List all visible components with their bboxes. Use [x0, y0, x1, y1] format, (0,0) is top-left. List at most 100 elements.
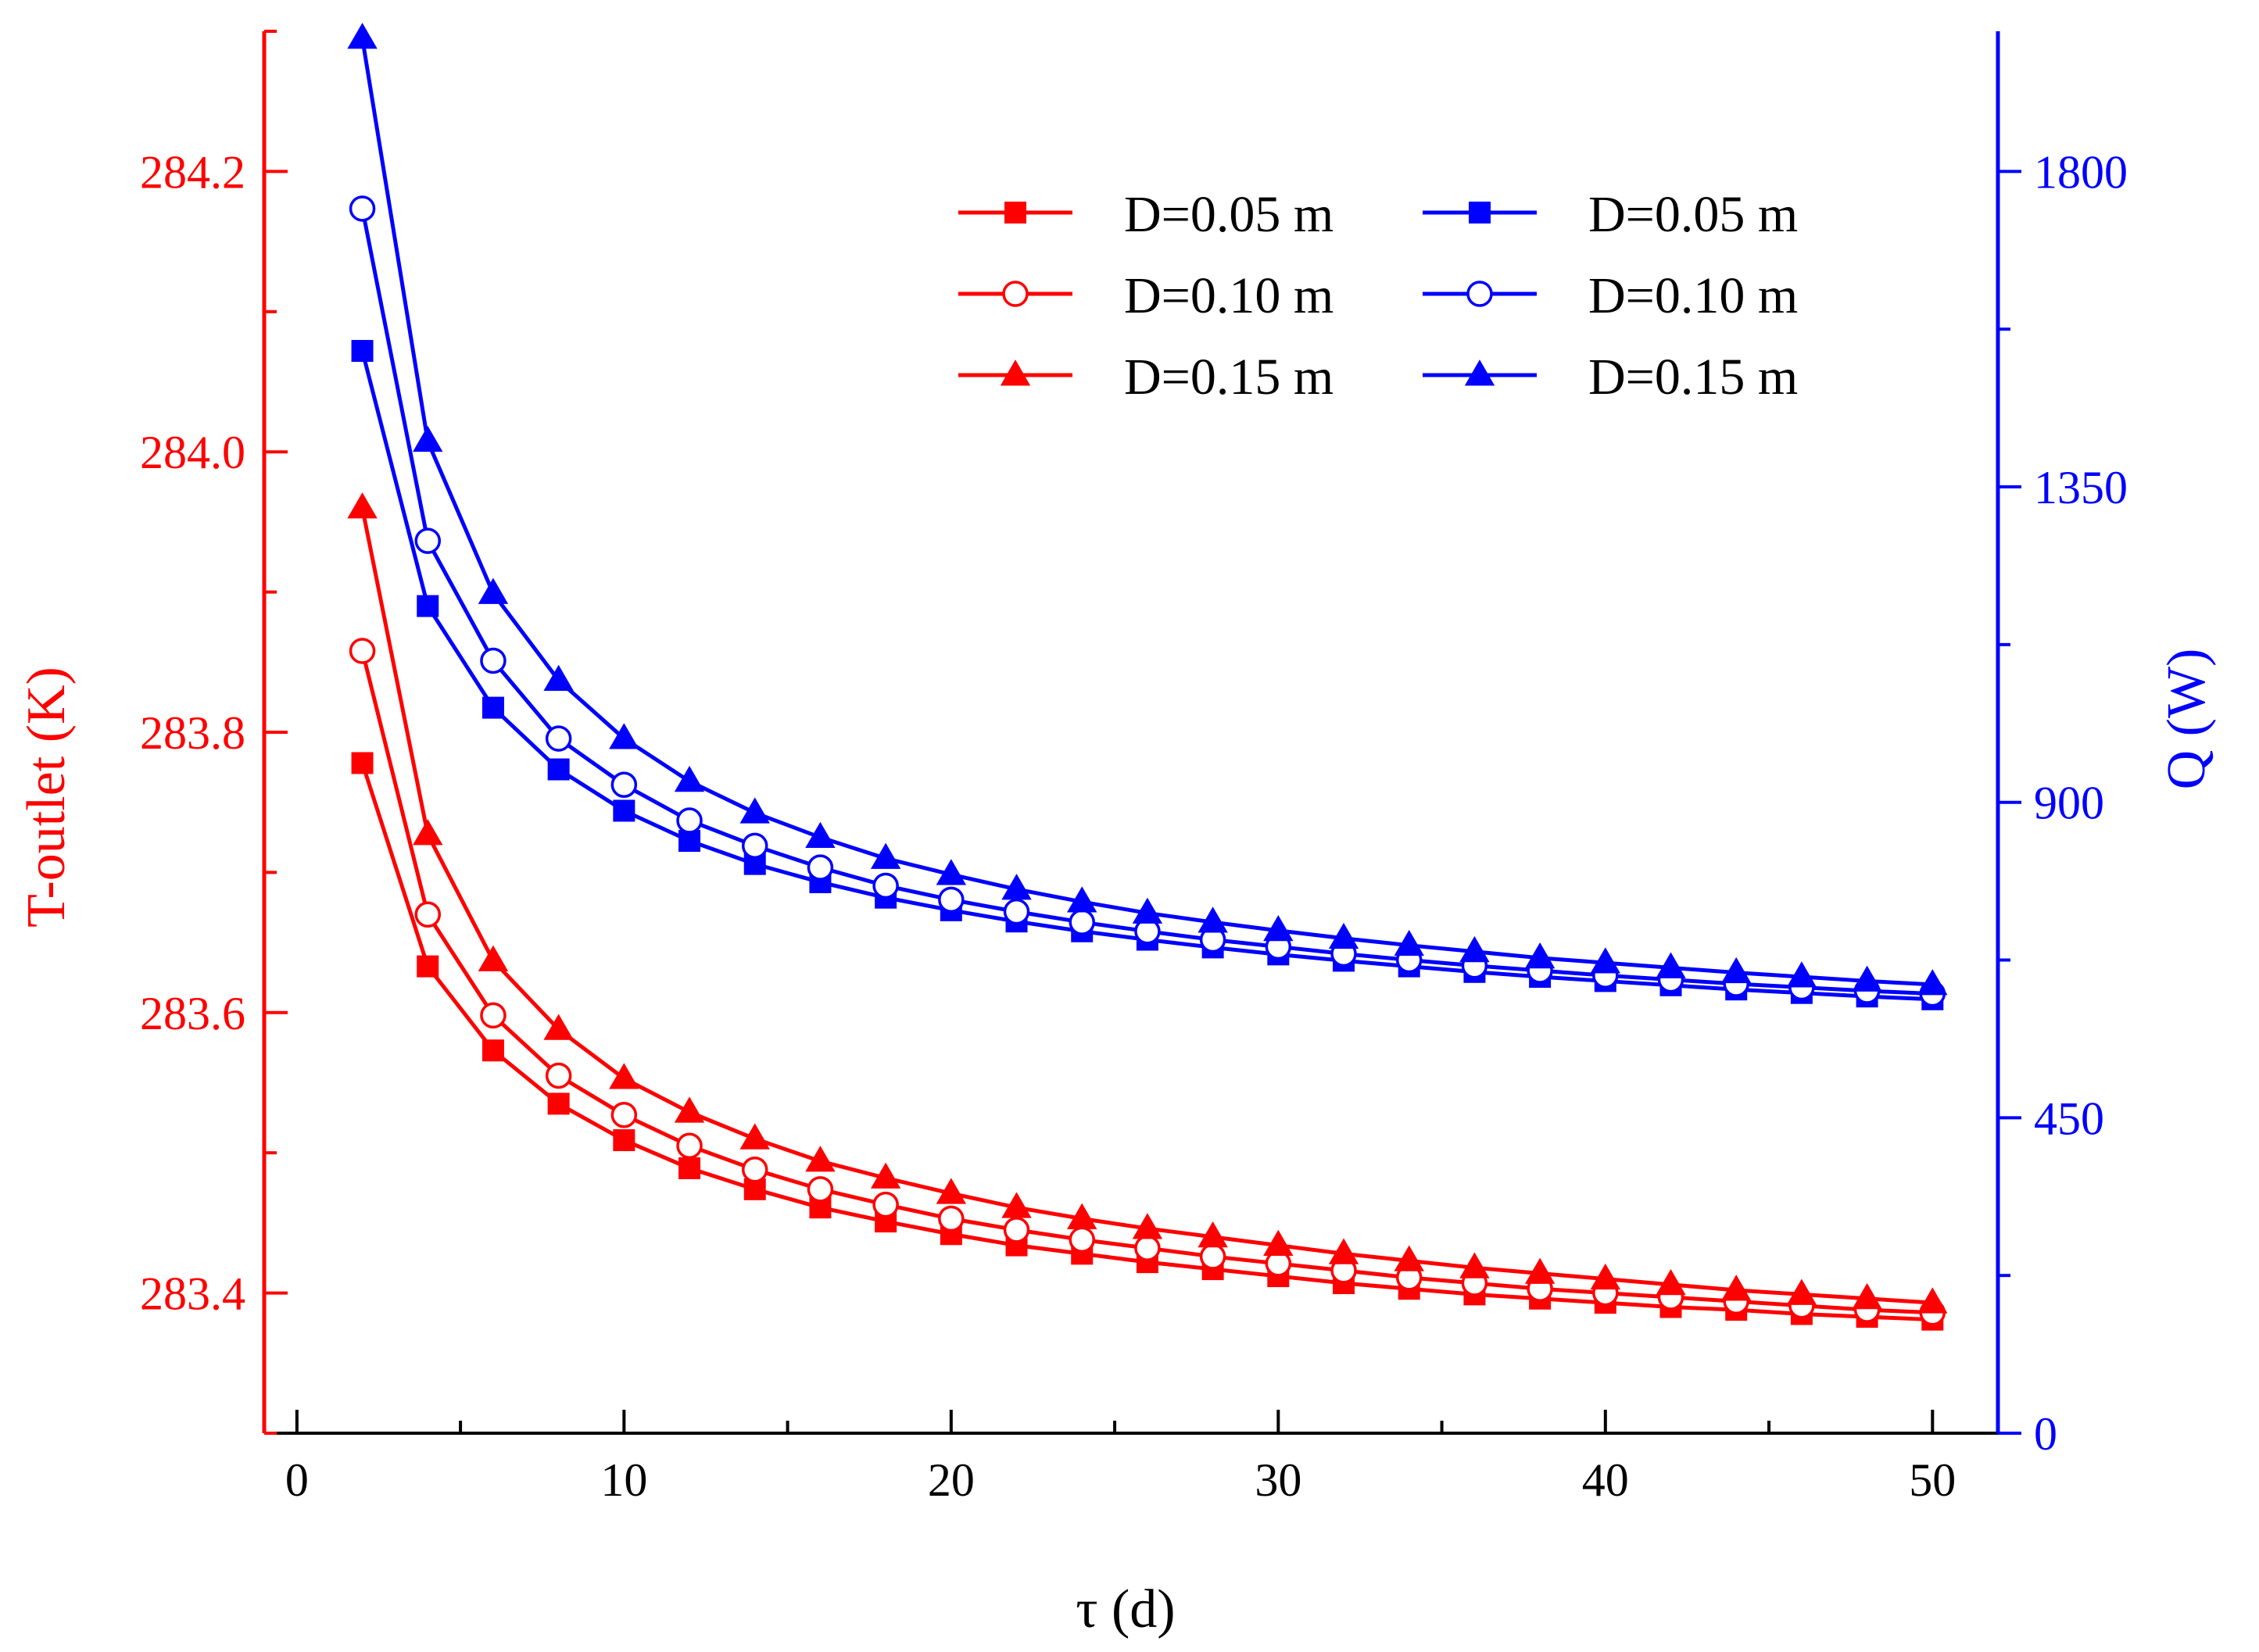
data-point: [807, 1176, 834, 1203]
data-point: [609, 1063, 639, 1089]
legend-label: D=0.05 m: [1124, 186, 1334, 243]
legend-item: D=0.15 m: [958, 349, 1334, 406]
data-point: [1394, 929, 1424, 957]
data-point: [543, 1014, 574, 1040]
legend-marker: [1002, 281, 1029, 307]
legend-marker: [1469, 202, 1491, 223]
legend-marker: [1004, 202, 1026, 223]
data-point: [349, 195, 376, 222]
data-point: [807, 854, 834, 881]
data-point: [1001, 1192, 1032, 1218]
data-point: [414, 527, 441, 554]
x-tick-label: 40: [1582, 1454, 1629, 1506]
data-point: [545, 725, 572, 752]
data-point: [1656, 1268, 1686, 1296]
data-point: [739, 1123, 770, 1150]
legend-label: D=0.10 m: [1124, 267, 1334, 324]
data-point: [482, 1039, 504, 1062]
x-tick-label: 0: [285, 1454, 309, 1506]
data-point: [678, 1157, 701, 1179]
legend-item: D=0.10 m: [958, 267, 1334, 324]
x-axis-title: τ (d): [1076, 1579, 1175, 1639]
data-point: [870, 1162, 901, 1189]
legend-label: D=0.10 m: [1588, 267, 1798, 324]
data-point: [1067, 1203, 1097, 1229]
legend-label: D=0.05 m: [1588, 186, 1798, 243]
data-point: [1328, 922, 1359, 949]
data-point: [347, 23, 378, 49]
data-point: [1656, 952, 1686, 978]
series-right-circle-open: [349, 195, 1946, 1007]
data-point: [1069, 909, 1095, 935]
data-point: [1917, 1287, 1948, 1314]
data-point: [872, 872, 899, 899]
data-point: [1199, 1243, 1226, 1270]
legend-label: D=0.15 m: [1124, 349, 1334, 406]
legend-item: D=0.10 m: [1423, 267, 1798, 324]
data-point: [1198, 906, 1228, 933]
data-point: [805, 1146, 836, 1172]
legend-item: D=0.15 m: [1423, 349, 1798, 406]
data-point: [741, 1156, 768, 1183]
data-point: [1721, 1275, 1752, 1301]
data-point: [1003, 898, 1030, 925]
data-point: [349, 638, 376, 664]
data-point: [1328, 1238, 1359, 1264]
x-tick-label: 10: [600, 1454, 647, 1506]
y-right-tick-label: 1350: [2034, 462, 2128, 513]
data-point: [1590, 947, 1621, 974]
data-point: [1786, 961, 1817, 988]
data-point: [674, 765, 705, 792]
data-point: [547, 1092, 570, 1115]
data-point: [417, 955, 439, 978]
data-point: [676, 1132, 703, 1159]
data-point: [1394, 1245, 1424, 1271]
data-point: [1459, 935, 1490, 963]
data-point: [1263, 915, 1294, 942]
data-point: [347, 492, 378, 519]
data-point: [1852, 1282, 1882, 1310]
legend-marker: [1000, 359, 1031, 386]
legend-item: D=0.05 m: [958, 186, 1334, 243]
data-point: [610, 1102, 638, 1128]
y-right-tick-label: 0: [2034, 1408, 2057, 1460]
data-point: [609, 723, 639, 749]
data-point: [1069, 1226, 1095, 1253]
legend-label: D=0.15 m: [1588, 349, 1798, 406]
legend-marker: [1466, 281, 1493, 307]
data-point: [739, 797, 770, 824]
data-point: [1132, 1213, 1163, 1239]
data-point: [1917, 969, 1948, 996]
data-point: [414, 901, 441, 928]
data-point: [547, 758, 570, 781]
data-point: [545, 1062, 572, 1089]
y-right-tick-label: 450: [2034, 1092, 2104, 1144]
y-right-tick-label: 1800: [2034, 146, 2128, 198]
data-point: [741, 832, 768, 860]
data-point: [413, 425, 443, 452]
plot-series: [347, 23, 1948, 1331]
x-tick-label: 20: [928, 1454, 975, 1506]
data-point: [674, 1096, 705, 1123]
data-point: [351, 340, 374, 363]
data-point: [936, 859, 967, 885]
data-point: [613, 799, 635, 822]
data-point: [480, 647, 507, 674]
y-right-tick-label: 900: [2034, 778, 2104, 829]
data-point: [870, 842, 901, 869]
data-point: [938, 1205, 965, 1232]
data-point: [1198, 1221, 1228, 1248]
legend: D=0.05 m D=0.10 m D=0.15 m D=0.05 m D=0.10 m…: [958, 186, 1798, 406]
y-left-tick-label: 283.4: [140, 1268, 245, 1320]
data-point: [1590, 1263, 1621, 1290]
data-point: [613, 1129, 635, 1152]
data-point: [610, 771, 638, 799]
y-left-tick-label: 284.0: [140, 427, 245, 478]
legend-item: D=0.05 m: [1423, 186, 1798, 243]
x-tick-label: 50: [1909, 1454, 1956, 1506]
data-point: [413, 819, 443, 846]
y-left-tick-label: 283.6: [140, 988, 245, 1039]
data-point: [938, 886, 965, 914]
data-point: [805, 821, 836, 848]
